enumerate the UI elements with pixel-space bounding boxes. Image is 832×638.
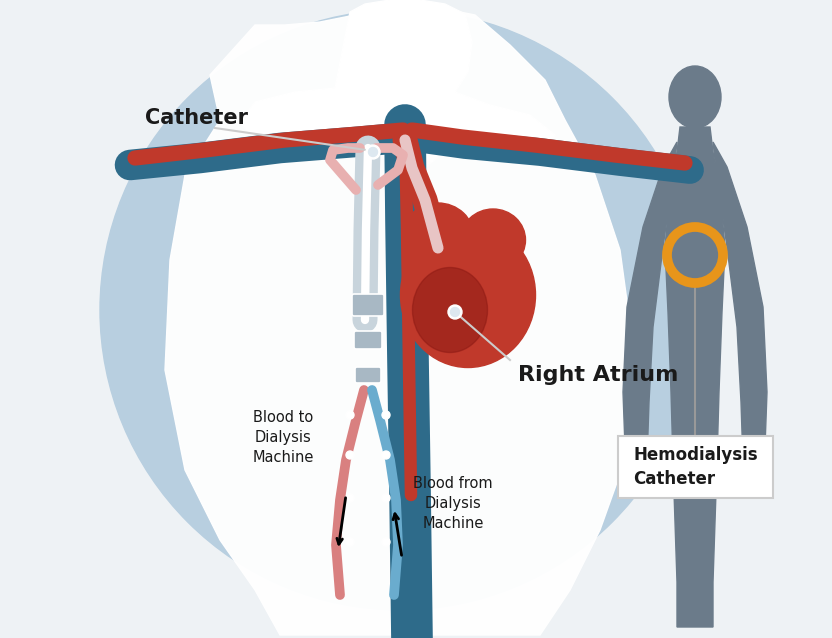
Circle shape [346, 411, 354, 419]
Ellipse shape [400, 223, 536, 367]
Ellipse shape [402, 203, 474, 271]
FancyBboxPatch shape [618, 436, 773, 498]
Circle shape [346, 451, 354, 459]
Circle shape [346, 494, 354, 502]
Text: Blood to
Dialysis
Machine: Blood to Dialysis Machine [252, 410, 314, 465]
Circle shape [448, 305, 462, 319]
Text: Hemodialysis
Catheter: Hemodialysis Catheter [633, 446, 758, 488]
Circle shape [100, 10, 700, 610]
FancyBboxPatch shape [352, 294, 384, 316]
Polygon shape [165, 8, 635, 635]
Circle shape [369, 147, 378, 156]
Text: Blood from
Dialysis
Machine: Blood from Dialysis Machine [414, 477, 493, 531]
Polygon shape [713, 142, 767, 482]
Text: Right Atrium: Right Atrium [518, 365, 678, 385]
Circle shape [450, 308, 459, 316]
Ellipse shape [413, 267, 488, 353]
Polygon shape [623, 142, 677, 482]
Circle shape [346, 538, 354, 546]
FancyBboxPatch shape [355, 367, 381, 383]
Circle shape [382, 538, 390, 546]
Circle shape [382, 451, 390, 459]
Polygon shape [240, 0, 555, 178]
Polygon shape [665, 127, 725, 627]
Text: Catheter: Catheter [145, 108, 248, 128]
Circle shape [366, 145, 380, 159]
Ellipse shape [669, 66, 721, 128]
FancyBboxPatch shape [354, 331, 382, 349]
Ellipse shape [460, 209, 526, 271]
Circle shape [382, 494, 390, 502]
Circle shape [382, 411, 390, 419]
